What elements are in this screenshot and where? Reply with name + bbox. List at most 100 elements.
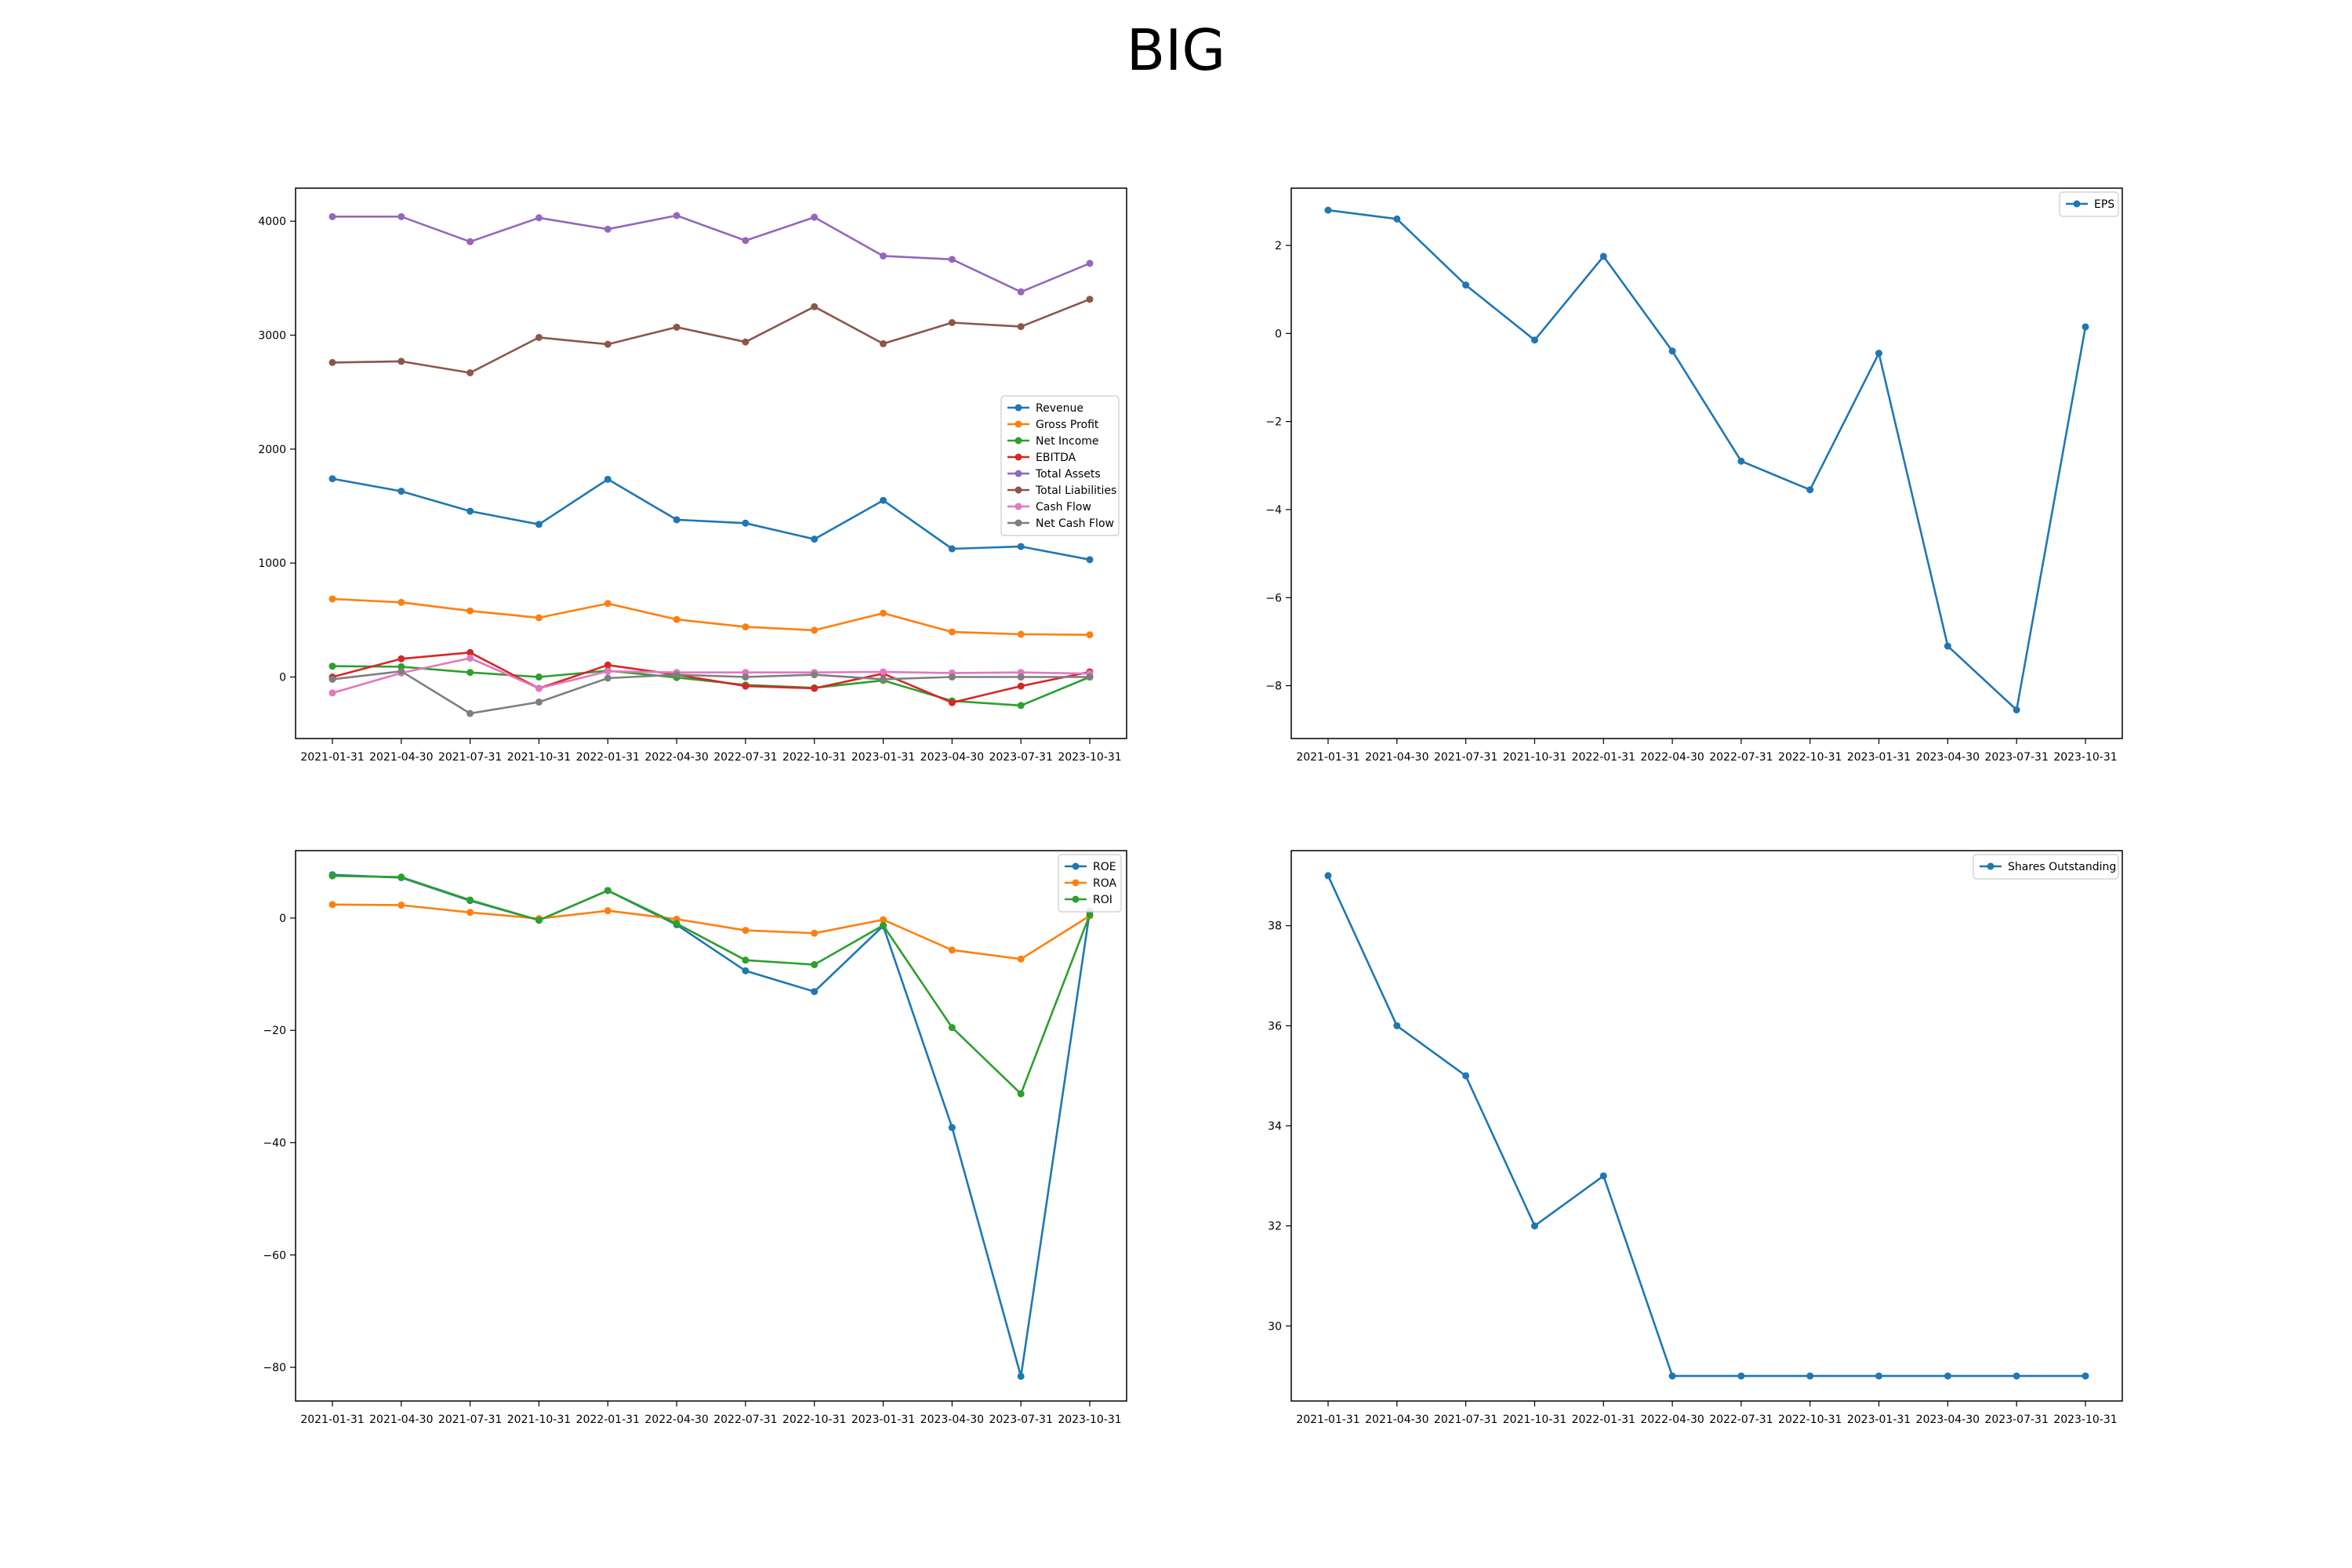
total-assets-point <box>811 213 818 221</box>
plot-area-frame <box>1290 850 2123 1402</box>
revenue-point <box>604 475 612 483</box>
shares-outstanding-legend-marker <box>1987 862 1994 870</box>
total-liabilities-point <box>466 368 474 376</box>
roi-point <box>604 887 612 895</box>
total-assets-point <box>397 212 405 220</box>
shares-outstanding-chart: 2021-01-31 2021-04-30 2021-07-31 2021-10-31… <box>1268 850 2123 1426</box>
total-assets-legend-marker <box>1014 470 1022 477</box>
legend-box <box>1000 395 1120 536</box>
total-assets-point <box>535 214 543 222</box>
revenue-point <box>811 535 818 543</box>
x-tick-label: 2021-04-30 <box>369 751 433 764</box>
figure-title: BIG <box>1126 17 1226 83</box>
gross-profit-line <box>332 597 1091 636</box>
legend-box <box>2059 191 2119 217</box>
total-liabilities-point <box>1017 323 1025 331</box>
ebitda-point <box>604 661 612 669</box>
eps-line <box>1327 209 2087 711</box>
roi-point <box>1017 1090 1025 1098</box>
y-tick-label: −40 <box>263 1137 286 1149</box>
y-tick-label: −6 <box>1265 592 1282 604</box>
net-cash-flow-point <box>328 675 336 683</box>
x-tick-label: 2021-07-31 <box>1434 1414 1497 1426</box>
y-tick-label: 0 <box>279 913 286 925</box>
eps-point <box>1393 215 1401 223</box>
net-cash-flow-point <box>397 667 405 675</box>
eps-legend-marker <box>2073 200 2081 208</box>
x-tick-label: 2022-07-31 <box>713 1414 777 1426</box>
roa-point <box>466 909 474 916</box>
y-tick-label: −20 <box>263 1025 286 1037</box>
roi-legend-marker <box>1072 895 1080 903</box>
shares-outstanding-point <box>1530 1222 1538 1230</box>
revenue-point <box>948 545 956 553</box>
total-assets-point <box>880 252 887 260</box>
eps-point <box>1462 281 1470 289</box>
gross-profit-point <box>811 626 818 634</box>
net-income-legend-marker <box>1014 437 1022 445</box>
legend-box <box>1973 854 2119 880</box>
net-cash-flow-point <box>742 673 750 681</box>
total-liabilities-point <box>535 333 543 341</box>
plot-area-frame <box>1290 187 2123 739</box>
x-tick-label: 2022-04-30 <box>644 1414 708 1426</box>
shares-outstanding-point <box>1668 1372 1676 1380</box>
roa-point <box>948 946 956 954</box>
y-tick-label: −2 <box>1265 416 1282 429</box>
ebitda-point <box>1017 682 1025 690</box>
roi-point <box>535 916 543 924</box>
shares-outstanding-point <box>2082 1372 2089 1380</box>
total-liabilities-point <box>811 303 818 310</box>
gross-profit-point <box>673 615 681 623</box>
ebitda-point <box>466 648 474 656</box>
cash-flow-point <box>466 655 474 662</box>
revenue-legend-marker <box>1014 404 1022 412</box>
total-liabilities-legend-label: Total Liabilities <box>1035 485 1116 497</box>
x-tick-label: 2022-10-31 <box>1778 751 1842 764</box>
gross-profit-point <box>880 609 887 617</box>
total-assets-point <box>673 212 681 220</box>
net-cash-flow-point <box>673 671 681 679</box>
total-liabilities-point <box>673 323 681 331</box>
y-tick-label: 30 <box>1268 1320 1282 1333</box>
shares-outstanding-point <box>2013 1372 2020 1380</box>
shares-outstanding-point <box>1875 1372 1883 1380</box>
eps-point <box>1668 347 1676 355</box>
total-assets-point <box>1086 260 1094 267</box>
net-cash-flow-legend-marker <box>1014 519 1022 527</box>
gross-profit-point <box>328 595 336 603</box>
roa-point <box>742 927 750 935</box>
cash-flow-legend-marker <box>1014 503 1022 510</box>
y-tick-label: 0 <box>279 672 286 684</box>
shares-outstanding-point <box>1806 1372 1814 1380</box>
x-tick-label: 2023-10-31 <box>2053 751 2117 764</box>
y-tick-label: 2 <box>1275 240 1282 252</box>
total-assets-point <box>742 237 750 245</box>
x-tick-label: 2021-07-31 <box>438 751 502 764</box>
eps-point <box>1806 486 1814 494</box>
total-liabilities-point <box>742 338 750 346</box>
revenue-point <box>1086 556 1094 564</box>
x-tick-label: 2021-07-31 <box>438 1414 502 1426</box>
x-tick-label: 2021-01-31 <box>1296 1414 1359 1426</box>
net-cash-flow-point <box>880 675 887 683</box>
roa-point <box>397 901 405 909</box>
total-assets-line <box>332 214 1091 293</box>
revenue-point <box>466 507 474 515</box>
cash-flow-line <box>332 657 1091 695</box>
net-cash-flow-point <box>811 671 818 679</box>
net-cash-flow-legend-label: Net Cash Flow <box>1036 517 1114 530</box>
eps-chart: 2021-01-31 2021-04-30 2021-07-31 2021-10-31… <box>1265 187 2123 764</box>
y-tick-label: −60 <box>263 1250 286 1262</box>
roa-legend-marker <box>1072 879 1080 887</box>
shares-outstanding-point <box>1944 1372 1951 1380</box>
revenue-point <box>1017 543 1025 550</box>
net-income-point <box>466 669 474 677</box>
roi-point <box>948 1024 956 1032</box>
y-tick-label: 38 <box>1268 920 1282 933</box>
gross-profit-point <box>535 614 543 622</box>
roe-point <box>742 967 750 975</box>
cash-flow-point <box>328 689 336 697</box>
roe-point <box>811 988 818 996</box>
